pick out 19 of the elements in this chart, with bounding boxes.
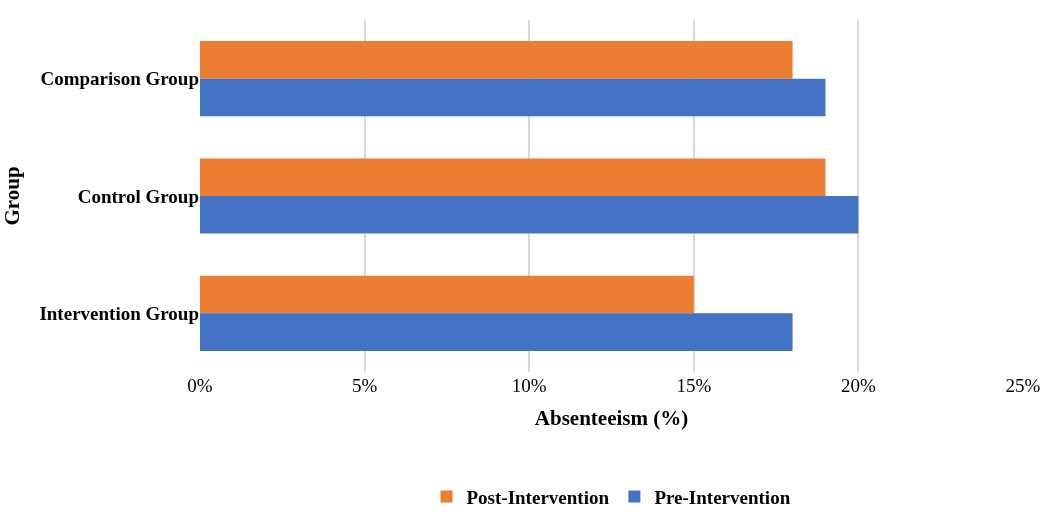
x-axis-title: Absenteeism (%)	[534, 406, 689, 431]
bar	[200, 275, 694, 314]
x-tick-label: 5%	[351, 375, 378, 396]
y-tick-label: Intervention Group	[39, 302, 199, 324]
y-tick-label: Control Group	[77, 185, 199, 207]
bar	[200, 196, 859, 234]
x-tick-label: 20%	[840, 375, 876, 396]
x-tick-label: 15%	[676, 375, 712, 396]
legend-label: Post-Intervention	[466, 486, 610, 508]
x-tick-label: 0%	[187, 375, 213, 396]
y-tick-label: Comparison Group	[40, 68, 199, 90]
bar	[200, 41, 793, 79]
x-tick-label: 25%	[1005, 375, 1041, 396]
bar	[200, 78, 826, 117]
bar	[200, 158, 826, 196]
legend-label: Pre-Intervention	[654, 486, 791, 508]
y-axis-title: Group	[0, 166, 24, 226]
bar	[200, 313, 793, 351]
x-tick-label: 10%	[511, 375, 547, 396]
